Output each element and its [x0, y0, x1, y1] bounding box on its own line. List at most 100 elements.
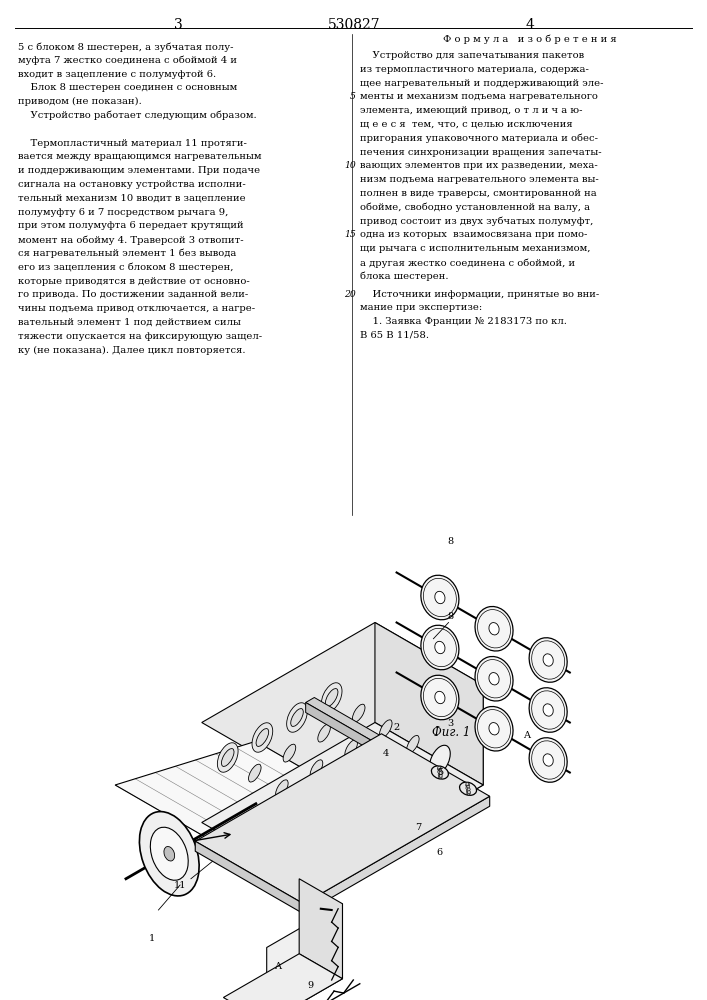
- Ellipse shape: [438, 770, 440, 773]
- Text: В 65 В 11/58.: В 65 В 11/58.: [360, 331, 429, 340]
- Ellipse shape: [475, 606, 513, 651]
- Text: вательный элемент 1 под действием силы: вательный элемент 1 под действием силы: [18, 318, 241, 327]
- Text: муфта 7 жестко соединена с обоймой 4 и: муфта 7 жестко соединена с обоймой 4 и: [18, 56, 237, 65]
- Ellipse shape: [352, 704, 365, 722]
- Text: 530827: 530827: [327, 18, 380, 32]
- Ellipse shape: [529, 688, 567, 732]
- Text: 2: 2: [394, 723, 399, 732]
- Text: 6: 6: [437, 848, 443, 857]
- Ellipse shape: [529, 638, 567, 682]
- Text: го привода. По достижении заданной вели-: го привода. По достижении заданной вели-: [18, 290, 248, 299]
- Ellipse shape: [151, 827, 188, 880]
- Text: а другая жестко соединена с обоймой, и: а другая жестко соединена с обоймой, и: [360, 258, 575, 267]
- Text: менты и механизм подъема нагревательного: менты и механизм подъема нагревательного: [360, 92, 598, 101]
- Ellipse shape: [249, 764, 261, 782]
- Text: мание при экспертизе:: мание при экспертизе:: [360, 303, 482, 312]
- Text: 4: 4: [382, 749, 389, 758]
- Ellipse shape: [321, 683, 342, 712]
- Text: полумуфту 6 и 7 посредством рычага 9,: полумуфту 6 и 7 посредством рычага 9,: [18, 208, 228, 217]
- Text: 1: 1: [149, 934, 155, 943]
- Text: 7: 7: [415, 823, 421, 832]
- Text: A: A: [274, 962, 281, 971]
- Text: 3: 3: [174, 18, 182, 32]
- Ellipse shape: [421, 675, 459, 720]
- Ellipse shape: [380, 720, 392, 738]
- Text: ся нагревательный элемент 1 без вывода: ся нагревательный элемент 1 без вывода: [18, 249, 236, 258]
- Ellipse shape: [364, 791, 377, 809]
- Text: Блок 8 шестерен соединен с основным: Блок 8 шестерен соединен с основным: [18, 83, 238, 92]
- Ellipse shape: [139, 812, 199, 896]
- Text: входит в зацепление с полумуфтой 6.: входит в зацепление с полумуфтой 6.: [18, 70, 216, 79]
- Ellipse shape: [439, 772, 442, 775]
- Ellipse shape: [466, 787, 469, 790]
- Ellipse shape: [467, 792, 470, 795]
- Text: Источники информации, принятые во вни-: Источники информации, принятые во вни-: [360, 290, 600, 299]
- Ellipse shape: [435, 591, 445, 604]
- Ellipse shape: [329, 811, 342, 829]
- Text: Ф о р м у л а   и з о б р е т е н и я: Ф о р м у л а и з о б р е т е н и я: [443, 34, 617, 43]
- Text: щ е е с я  тем, что, с целью исключения: щ е е с я тем, что, с целью исключения: [360, 120, 573, 129]
- Ellipse shape: [430, 745, 450, 775]
- Text: низм подъема нагревательного элемента вы-: низм подъема нагревательного элемента вы…: [360, 175, 599, 184]
- Text: и поддерживающим элементами. При подаче: и поддерживающим элементами. При подаче: [18, 166, 260, 175]
- Ellipse shape: [310, 760, 323, 778]
- Text: тяжести опускается на фиксирующую защел-: тяжести опускается на фиксирующую защел-: [18, 332, 262, 341]
- Text: 9: 9: [307, 980, 313, 990]
- Ellipse shape: [438, 766, 440, 769]
- Ellipse shape: [467, 788, 470, 791]
- Text: обойме, свободно установленной на валу, а: обойме, свободно установленной на валу, …: [360, 203, 590, 212]
- Text: печения синхронизации вращения запечаты-: печения синхронизации вращения запечаты-: [360, 148, 602, 157]
- Ellipse shape: [435, 641, 445, 654]
- Text: 5 с блоком 8 шестерен, а зубчатая полу-: 5 с блоком 8 шестерен, а зубчатая полу-: [18, 42, 233, 51]
- Text: вающих элементов при их разведении, меха-: вающих элементов при их разведении, меха…: [360, 161, 597, 170]
- Ellipse shape: [489, 623, 499, 635]
- Text: 15: 15: [344, 230, 356, 239]
- Ellipse shape: [217, 743, 238, 772]
- Polygon shape: [201, 722, 483, 885]
- Text: 10: 10: [344, 161, 356, 170]
- Text: Устройство для запечатывания пакетов: Устройство для запечатывания пакетов: [360, 51, 584, 60]
- Text: приводом (не показан).: приводом (не показан).: [18, 97, 141, 106]
- Ellipse shape: [466, 783, 469, 786]
- Ellipse shape: [438, 775, 442, 778]
- Text: A: A: [523, 730, 530, 740]
- Ellipse shape: [467, 783, 469, 786]
- Text: ку (не показана). Далее цикл повторяется.: ку (не показана). Далее цикл повторяется…: [18, 346, 245, 355]
- Ellipse shape: [431, 766, 448, 779]
- Ellipse shape: [407, 735, 419, 753]
- Ellipse shape: [164, 846, 175, 861]
- Ellipse shape: [438, 773, 441, 776]
- Ellipse shape: [256, 729, 269, 746]
- Ellipse shape: [395, 765, 416, 795]
- Text: 4: 4: [525, 18, 534, 32]
- Text: 8: 8: [448, 537, 454, 546]
- Polygon shape: [195, 841, 303, 914]
- Ellipse shape: [467, 790, 469, 793]
- Ellipse shape: [543, 654, 554, 666]
- Text: Фиг. 1: Фиг. 1: [431, 726, 470, 739]
- Ellipse shape: [337, 775, 350, 793]
- Text: полнен в виде траверсы, смонтированной на: полнен в виде траверсы, смонтированной н…: [360, 189, 597, 198]
- Polygon shape: [267, 904, 342, 1000]
- Text: Термопластичный материал 11 протяги-: Термопластичный материал 11 протяги-: [18, 139, 247, 148]
- Text: 20: 20: [344, 290, 356, 299]
- Text: Устройство работает следующим образом.: Устройство работает следующим образом.: [18, 111, 257, 120]
- Ellipse shape: [303, 795, 315, 813]
- Ellipse shape: [438, 768, 440, 771]
- Ellipse shape: [438, 767, 441, 770]
- Polygon shape: [115, 741, 386, 860]
- Ellipse shape: [438, 769, 442, 772]
- Ellipse shape: [372, 755, 385, 773]
- Text: чины подъема привод отключается, а нагре-: чины подъема привод отключается, а нагре…: [18, 304, 255, 313]
- Text: 8: 8: [448, 612, 454, 621]
- Polygon shape: [305, 702, 479, 812]
- Ellipse shape: [284, 744, 296, 762]
- Ellipse shape: [433, 751, 446, 769]
- Ellipse shape: [467, 791, 470, 794]
- Text: 5: 5: [437, 768, 443, 777]
- Ellipse shape: [439, 776, 442, 779]
- Ellipse shape: [361, 785, 381, 815]
- Ellipse shape: [460, 782, 477, 795]
- Ellipse shape: [543, 704, 554, 716]
- Text: 11: 11: [174, 880, 187, 890]
